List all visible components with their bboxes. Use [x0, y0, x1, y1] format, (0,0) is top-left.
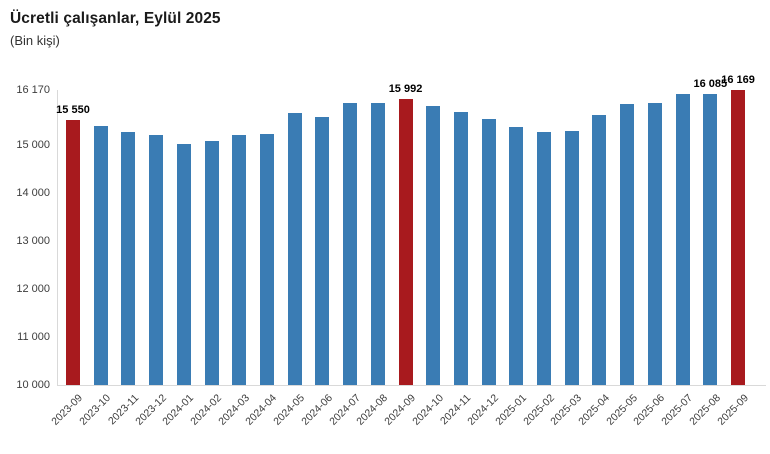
bar-2024-05 [287, 112, 302, 385]
bar-2024-11 [453, 111, 468, 385]
bar-2025-05 [620, 103, 635, 385]
chart-title: Ücretli çalışanlar, Eylül 2025 [10, 10, 221, 27]
bar-2024-10 [426, 106, 441, 385]
bar-2025-04 [592, 115, 607, 385]
bar-2024-09 [398, 98, 413, 385]
bar-2024-12 [481, 119, 496, 385]
y-axis-tick-label: 13 000 [16, 235, 50, 248]
bar-value-label: 16 169 [721, 74, 755, 87]
bar-2025-08 [703, 94, 718, 385]
x-axis-line [57, 385, 766, 386]
y-axis-tick-label: 11 000 [17, 330, 50, 343]
bar-value-label: 15 992 [388, 82, 423, 95]
bar-2024-02 [204, 140, 219, 385]
bar-2025-02 [537, 132, 552, 385]
bar-2024-06 [315, 117, 330, 385]
bar-2024-03 [232, 135, 247, 385]
bar-value-label: 15 550 [56, 103, 90, 116]
y-axis-tick-label: 16 170 [16, 83, 50, 96]
bar-2024-08 [370, 103, 385, 385]
bar-2024-04 [259, 133, 274, 385]
chart-subtitle: (Bin kişi) [10, 33, 60, 48]
bar-2025-01 [509, 127, 524, 385]
bar-2023-10 [93, 125, 108, 385]
bar-2024-07 [343, 102, 358, 385]
bar-2023-12 [149, 134, 164, 385]
bar-2025-03 [564, 131, 579, 385]
bar-2025-09 [731, 90, 746, 385]
y-axis-tick-label: 15 000 [16, 139, 50, 152]
bar-2025-06 [647, 103, 662, 385]
bar-2023-09 [66, 119, 80, 385]
y-axis-line [57, 90, 58, 385]
bar-2023-11 [121, 132, 136, 385]
y-axis-tick-label: 14 000 [16, 187, 50, 200]
bar-value-label: 16 085 [693, 78, 728, 91]
bar-2025-07 [675, 93, 690, 385]
y-axis-tick-label: 10 000 [16, 378, 50, 391]
bar-2024-01 [176, 143, 191, 385]
y-axis-tick-label: 12 000 [16, 282, 50, 295]
